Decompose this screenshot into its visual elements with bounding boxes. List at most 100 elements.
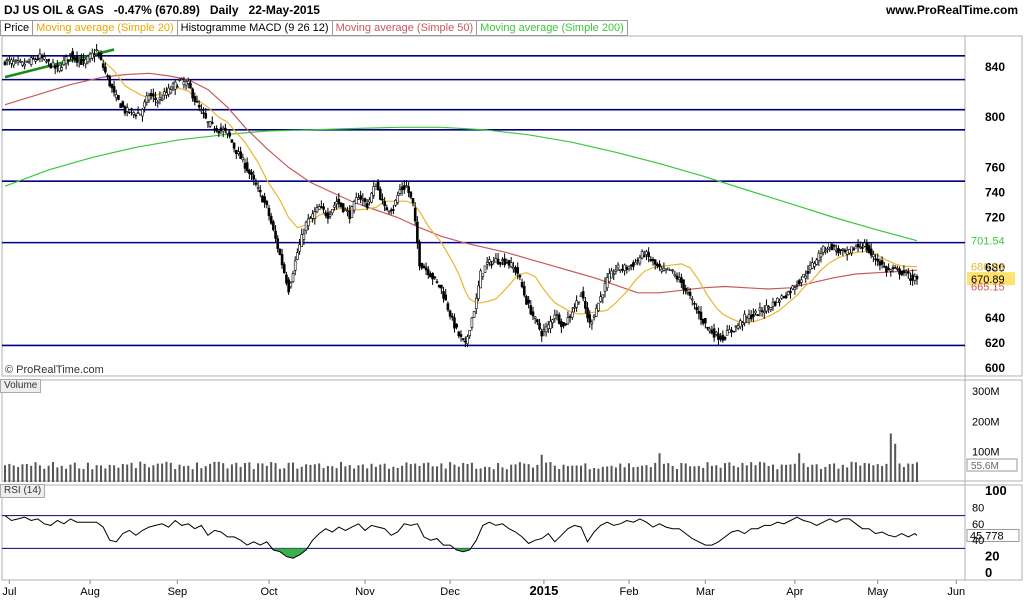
candle-body — [426, 269, 430, 276]
legend-ma20[interactable]: Moving average (Simple 20) — [33, 20, 178, 36]
volume-bar — [527, 464, 530, 482]
candle-body — [712, 328, 716, 338]
candle-body — [431, 273, 434, 280]
volume-bar — [693, 466, 696, 482]
candle-body — [365, 203, 369, 208]
candle-body — [479, 270, 482, 289]
candle-body — [191, 88, 194, 99]
candle-body — [771, 301, 775, 307]
candle-body — [173, 81, 177, 90]
candle-body — [876, 258, 880, 262]
volume-bar — [274, 463, 277, 482]
volume-bar — [889, 433, 892, 482]
candle-body — [680, 277, 683, 284]
candle-body — [90, 52, 94, 59]
candle-body — [669, 269, 672, 272]
volume-bar — [344, 466, 347, 482]
candle-body — [904, 271, 908, 273]
candle-body — [49, 63, 53, 69]
legend-ma50[interactable]: Moving average (Simple 50) — [332, 20, 478, 36]
volume-bar — [850, 461, 853, 482]
volume-bar — [872, 465, 875, 482]
legend-ma200[interactable]: Moving average (Simple 200) — [477, 20, 628, 36]
price-label: 670.89 — [971, 274, 1005, 286]
candle-body — [248, 170, 251, 174]
candle-body — [776, 297, 779, 303]
candle-body — [564, 323, 568, 326]
candle-body — [263, 196, 266, 203]
volume-bar — [776, 469, 779, 482]
candle-body — [459, 334, 463, 337]
legend-macd[interactable]: Histogramme MACD (9 26 12) — [177, 20, 333, 36]
candle-body — [147, 95, 151, 101]
volume-bar — [741, 462, 744, 482]
candle-body — [117, 95, 120, 100]
candle-body — [29, 57, 33, 65]
volume-bar — [113, 465, 116, 482]
candle-body — [97, 52, 101, 56]
x-tick-label: Dec — [440, 586, 460, 598]
candle-body — [195, 101, 199, 103]
volume-bar — [204, 466, 207, 482]
candle-body — [121, 101, 125, 108]
volume-bar — [505, 469, 508, 482]
candle-body — [852, 248, 856, 251]
volume-bar — [379, 464, 382, 482]
candle-body — [344, 208, 347, 211]
candle-body — [562, 322, 565, 327]
volume-bar — [536, 464, 539, 482]
candle-body — [34, 59, 37, 62]
candle-body — [824, 250, 827, 253]
candle-body — [778, 300, 781, 303]
candle-body — [448, 310, 452, 317]
candle-body — [800, 279, 803, 283]
x-tick-label: May — [867, 586, 888, 598]
ma20-line — [102, 60, 918, 324]
candle-body — [640, 251, 644, 259]
candle-body — [169, 89, 173, 94]
candle-body — [252, 175, 256, 180]
volume-bar — [126, 464, 129, 482]
volume-bar — [758, 461, 761, 482]
candle-body — [258, 189, 262, 193]
candle-body — [802, 273, 805, 278]
volume-panel-label[interactable]: Volume — [0, 379, 42, 393]
candle-body — [575, 300, 578, 308]
volume-bar — [593, 468, 596, 482]
candle-body — [754, 310, 757, 314]
candle-body — [653, 259, 657, 265]
candle-body — [221, 129, 225, 132]
candle-body — [64, 56, 68, 65]
candle-body — [73, 57, 77, 60]
legend-price[interactable]: Price — [0, 20, 34, 36]
rsi-line — [4, 515, 918, 559]
rsi-panel-label[interactable]: RSI (14) — [0, 484, 46, 498]
candle-body — [156, 101, 160, 104]
candle-body — [243, 163, 247, 169]
volume-bar — [719, 467, 722, 482]
volume-bar — [514, 464, 517, 482]
volume-bar — [649, 467, 652, 482]
candle-body — [184, 81, 188, 86]
candle-body — [40, 56, 44, 59]
candle-body — [760, 310, 764, 312]
price-tick-label: 840 — [985, 60, 1005, 74]
candle-body — [357, 197, 360, 200]
volume-bar — [182, 466, 185, 482]
price-tick-label: 640 — [985, 311, 1005, 325]
volume-bar — [248, 462, 251, 482]
candle-body — [649, 258, 653, 262]
candle-body — [75, 55, 79, 63]
candle-body — [45, 60, 48, 63]
site-url[interactable]: www.ProRealTime.com — [885, 3, 1018, 17]
candle-body — [276, 238, 280, 249]
volume-bar — [510, 464, 513, 482]
candle-body — [440, 284, 443, 289]
candle-body — [813, 262, 816, 267]
candle-body — [880, 260, 884, 265]
price-tick-label: 760 — [985, 160, 1005, 174]
volume-bar — [680, 462, 683, 482]
candle-body — [752, 313, 755, 317]
candle-body — [110, 83, 114, 89]
candle-body — [23, 63, 26, 67]
